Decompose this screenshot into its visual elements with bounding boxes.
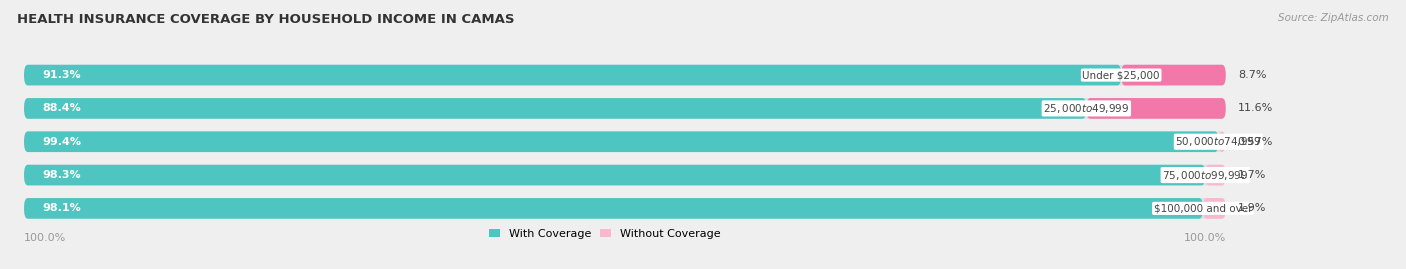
FancyBboxPatch shape	[24, 65, 1121, 86]
FancyBboxPatch shape	[1121, 65, 1226, 86]
FancyBboxPatch shape	[1205, 165, 1226, 185]
Text: 98.3%: 98.3%	[42, 170, 80, 180]
Text: 8.7%: 8.7%	[1237, 70, 1267, 80]
FancyBboxPatch shape	[24, 98, 1226, 119]
FancyBboxPatch shape	[24, 198, 1204, 219]
FancyBboxPatch shape	[24, 165, 1205, 185]
Text: $25,000 to $49,999: $25,000 to $49,999	[1043, 102, 1129, 115]
Text: 11.6%: 11.6%	[1237, 103, 1272, 114]
Text: 0.57%: 0.57%	[1237, 137, 1272, 147]
Text: 98.1%: 98.1%	[42, 203, 80, 213]
Text: $50,000 to $74,999: $50,000 to $74,999	[1175, 135, 1261, 148]
Text: 91.3%: 91.3%	[42, 70, 80, 80]
FancyBboxPatch shape	[1087, 98, 1226, 119]
Text: Under $25,000: Under $25,000	[1083, 70, 1160, 80]
Text: 100.0%: 100.0%	[1184, 233, 1226, 243]
Text: $75,000 to $99,999: $75,000 to $99,999	[1163, 169, 1249, 182]
Text: HEALTH INSURANCE COVERAGE BY HOUSEHOLD INCOME IN CAMAS: HEALTH INSURANCE COVERAGE BY HOUSEHOLD I…	[17, 13, 515, 26]
FancyBboxPatch shape	[24, 131, 1226, 152]
Text: 99.4%: 99.4%	[42, 137, 82, 147]
FancyBboxPatch shape	[24, 165, 1226, 185]
FancyBboxPatch shape	[24, 198, 1226, 219]
Text: 88.4%: 88.4%	[42, 103, 80, 114]
FancyBboxPatch shape	[24, 98, 1087, 119]
Text: 100.0%: 100.0%	[24, 233, 66, 243]
Text: 1.9%: 1.9%	[1237, 203, 1267, 213]
FancyBboxPatch shape	[24, 65, 1226, 86]
FancyBboxPatch shape	[24, 131, 1219, 152]
FancyBboxPatch shape	[1219, 131, 1226, 152]
Text: Source: ZipAtlas.com: Source: ZipAtlas.com	[1278, 13, 1389, 23]
Legend: With Coverage, Without Coverage: With Coverage, Without Coverage	[489, 229, 720, 239]
Text: $100,000 and over: $100,000 and over	[1154, 203, 1253, 213]
FancyBboxPatch shape	[1204, 198, 1226, 219]
Text: 1.7%: 1.7%	[1237, 170, 1267, 180]
